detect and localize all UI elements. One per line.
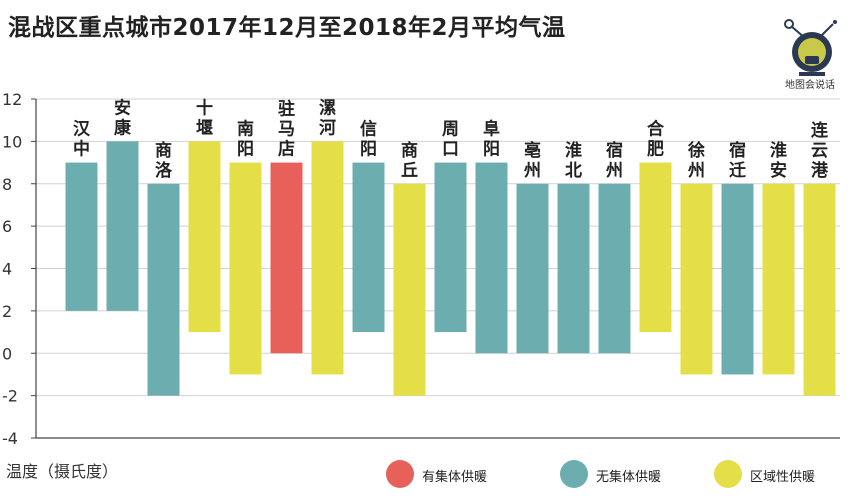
legend-label-none: 无集体供暖 [596,470,662,485]
chart-title: 混战区重点城市2017年12月至2018年2月平均气温 [8,15,566,41]
brand-name: 地图会说话 [785,80,835,91]
bar-label-阜阳: 阜阳 [483,119,500,160]
bar-商洛 [147,183,180,396]
bar-label-漯河: 漯河 [319,98,336,138]
bar-宿州 [598,183,631,354]
bar-label-商丘: 商丘 [401,140,418,181]
legend-swatch-none [560,460,588,488]
bar-连云港 [803,183,836,396]
bar-label-宿州: 宿州 [605,140,623,181]
bar-label-安康: 安康 [114,97,132,138]
bar-label-合肥: 合肥 [647,119,665,160]
y-tick-label: 6 [2,217,12,236]
bar-漯河 [311,141,344,375]
bar-商丘 [393,183,426,396]
logo-icon [784,19,837,76]
bar-label-淮安: 淮安 [770,141,787,181]
y-tick-label: -4 [2,429,18,448]
legend-swatch-central [386,460,414,488]
y-tick-label: 0 [2,344,12,363]
y-tick-label: 10 [2,132,22,151]
bar-十堰 [188,141,221,333]
bar-label-南阳: 南阳 [237,119,254,160]
bar-label-徐州: 徐州 [687,140,705,181]
bar-淮安 [762,183,795,375]
y-tick-label: 8 [2,175,12,194]
bar-信阳 [352,162,385,333]
y-axis-label: 温度（摄氏度） [6,462,119,481]
bar-阜阳 [475,162,508,354]
bar-label-淮北: 淮北 [565,141,582,181]
bar-亳州 [516,183,549,354]
legend-label-central: 有集体供暖 [422,470,488,485]
bar-label-十堰: 十堰 [196,97,213,138]
bar-安康 [106,141,139,311]
y-tick-label: 4 [2,260,12,279]
bar-label-连云港: 连云港 [811,120,829,181]
y-tick-label: -2 [2,387,18,406]
legend-swatch-regional [714,460,742,488]
y-tick-label: 12 [2,90,22,109]
bar-徐州 [680,183,713,375]
legend-label-regional: 区域性供暖 [750,470,816,485]
bar-合肥 [639,162,672,333]
bar-label-周口: 周口 [442,120,459,160]
bar-周口 [434,162,467,333]
bar-label-信阳: 信阳 [360,119,377,160]
bar-label-汉中: 汉中 [73,120,91,160]
bar-label-驻马店: 驻马店 [278,99,295,160]
bar-宿迁 [721,183,754,375]
bar-label-商洛: 商洛 [155,140,173,181]
bar-淮北 [557,183,590,354]
bar-驻马店 [270,162,303,354]
bar-label-亳州: 亳州 [523,140,541,181]
bar-南阳 [229,162,262,375]
bar-label-宿迁: 宿迁 [729,140,746,181]
y-tick-label: 2 [2,302,12,321]
bar-汉中 [65,162,98,311]
